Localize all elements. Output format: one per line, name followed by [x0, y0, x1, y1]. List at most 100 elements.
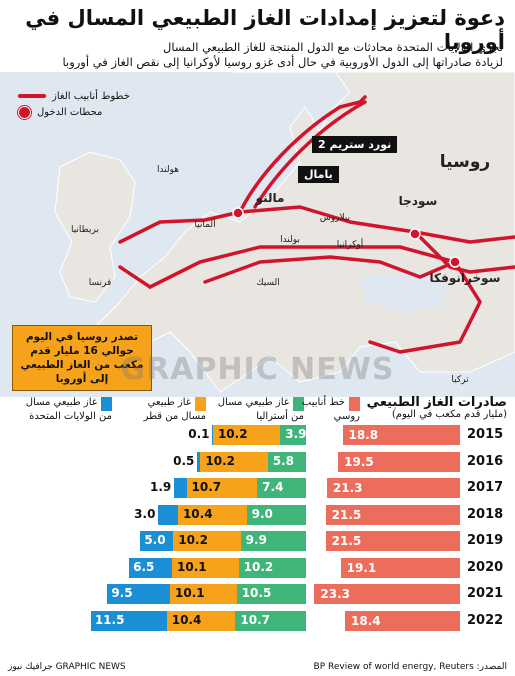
- map-legend: خطوط أنابيب الغاز محطات الدخول: [18, 88, 168, 120]
- pipeline-value-label: 19.1: [346, 560, 377, 575]
- legend-pipelines-label: خطوط أنابيب الغاز: [52, 90, 130, 102]
- label-ukraine: أوكرانيا: [337, 238, 364, 250]
- watermark: GRAPHIC NEWS: [120, 352, 395, 387]
- qatar-value-label: 10.4: [171, 612, 202, 627]
- qatar-bar: [166, 610, 236, 631]
- europe-map: روسيا بريطانيا هولندا ألمانيا فرنسا بولن…: [0, 72, 515, 397]
- chart-row: 2021 23.3 10.5 10.1 9.5: [0, 583, 515, 605]
- us-bar: [90, 610, 167, 631]
- us-value-label: 1.9: [150, 480, 172, 494]
- year-label: 2022: [467, 612, 504, 628]
- australia-bar: [257, 478, 306, 498]
- australia-value-label: 10.2: [243, 559, 274, 574]
- australia-value-label: 9.9: [245, 533, 267, 547]
- subtitle-line: تجري الولايات المتحدة محادثات مع الدول ا…: [162, 40, 503, 54]
- turkstream-pipeline: [368, 260, 482, 354]
- qatar-bar: [186, 478, 258, 498]
- header-australia: غاز طبيعي مسال من أستراليا: [217, 397, 304, 422]
- us-value-label: 9.5: [111, 586, 133, 600]
- year-label: 2020: [467, 559, 504, 575]
- qatar-value-label: 10.4: [182, 506, 213, 521]
- us-value-label: 0.1: [188, 427, 210, 441]
- nord-stream-2-pipeline: [253, 100, 367, 209]
- legend-entry-points: محطات الدخول: [18, 104, 168, 120]
- australia-value-label: 9.0: [251, 506, 273, 521]
- us-value-label: 3.0: [134, 506, 156, 521]
- baltic-sea: [240, 82, 280, 142]
- pipeline-bar: 21.5: [325, 504, 460, 525]
- header-qatar: غاز طبيعي مسال من قطر: [143, 397, 206, 422]
- qatar-value-label: 10.2: [217, 427, 248, 441]
- nord-stream-tag: نورد ستريم 2: [312, 136, 398, 153]
- label-sokhranovka: سوخرانوفكا: [430, 271, 501, 286]
- label-netherlands: هولندا: [157, 165, 179, 175]
- australia-bar: [246, 504, 306, 525]
- transit-pipeline: [148, 245, 457, 289]
- entry-point-sokhranovka: [449, 256, 461, 268]
- us-value-label: 6.5: [133, 559, 155, 574]
- pipeline-bar: 21.3: [326, 478, 460, 498]
- year-label: 2017: [467, 480, 504, 495]
- us-bar: [107, 584, 171, 604]
- pipeline-bar: 23.3: [314, 584, 460, 604]
- label-turkey: تركيا: [451, 375, 469, 385]
- entry-point-sudzha: [409, 228, 421, 240]
- australia-bar: [235, 610, 306, 631]
- yamal-pipeline: [238, 205, 515, 244]
- pipeline-swatch: [18, 94, 46, 98]
- chart-row: 2017 21.3 7.4 10.7 1.9: [0, 477, 515, 499]
- qatar-bar: [170, 584, 237, 604]
- britain-land: [54, 151, 136, 303]
- us-bar: [140, 531, 174, 551]
- header-pipeline: خط أنابيب روسي: [301, 397, 360, 422]
- yamal-tag: يامال: [298, 166, 339, 183]
- label-britain: بريطانيا: [71, 225, 99, 235]
- pipeline-swatch-chart: [349, 397, 360, 411]
- chart-row: 2019 21.5 9.9 10.2 5.0: [0, 530, 515, 552]
- source: المصدر: BP Review of world energy, Reute…: [313, 662, 507, 672]
- subtitle-line: لزيادة صادراتها إلى الدول الأوروبية في ح…: [62, 55, 504, 69]
- header-us: غاز طبيعي مسال من الولايات المتحدة: [25, 397, 112, 422]
- australia-bar: [267, 451, 306, 472]
- qatar-bar: [177, 504, 247, 525]
- pipeline-value-label: 23.3: [320, 587, 350, 601]
- entry-points: [232, 207, 461, 268]
- qatar-bar: [200, 451, 268, 472]
- south-pipeline: [203, 255, 457, 284]
- label-belarus: بيلاروس: [320, 213, 350, 223]
- label-russia: روسيا: [440, 152, 490, 172]
- label-mallnow: مالنو: [255, 191, 285, 206]
- chart-row: 2020 19.1 10.2 10.1 6.5: [0, 557, 515, 579]
- australia-value-label: 3.9: [285, 427, 307, 441]
- pipeline-bar: 21.5: [325, 531, 460, 551]
- entry-point-swatch: [18, 105, 31, 119]
- pipeline-value-label: 21.5: [331, 507, 362, 522]
- entry-point-mallnow: [232, 207, 244, 219]
- exports-title: صادرات الغاز الطبيعي: [366, 395, 507, 410]
- us-bar: [158, 504, 178, 525]
- australia-bar: [280, 425, 306, 445]
- exports-unit: (مليار قدم مكعب في اليوم): [391, 409, 507, 420]
- qatar-value-label: 10.7: [191, 480, 222, 494]
- credit: GRAPHIC NEWS جرافيك نيوز: [8, 662, 126, 672]
- chart-row: 2016 19.5 5.8 10.2 0.5: [0, 451, 515, 473]
- us-value-label: 0.5: [173, 453, 195, 468]
- legend-entry-points-label: محطات الدخول: [37, 106, 103, 118]
- pipeline-value-label: 21.5: [331, 534, 362, 548]
- qatar-value-label: 10.1: [175, 586, 205, 600]
- australia-bar: [240, 531, 306, 551]
- qatar-bar: [173, 531, 241, 551]
- qatar-bar: [172, 557, 239, 578]
- year-label: 2018: [467, 506, 504, 522]
- us-swatch: [101, 397, 112, 411]
- qatar-value-label: 10.1: [177, 559, 207, 574]
- us-bar: [129, 557, 172, 578]
- pipeline-value-label: 18.4: [351, 613, 381, 628]
- year-label: 2019: [467, 533, 504, 548]
- year-label: 2021: [467, 586, 504, 601]
- label-poland: بولندا: [280, 235, 300, 245]
- us-bar: [174, 478, 187, 498]
- label-sudzha: سودجا: [399, 194, 438, 209]
- nord-stream-pipeline: [238, 95, 367, 214]
- russia-exports-note: تصدر روسيا في اليوم حوالي 16 مليار قدم م…: [12, 325, 152, 391]
